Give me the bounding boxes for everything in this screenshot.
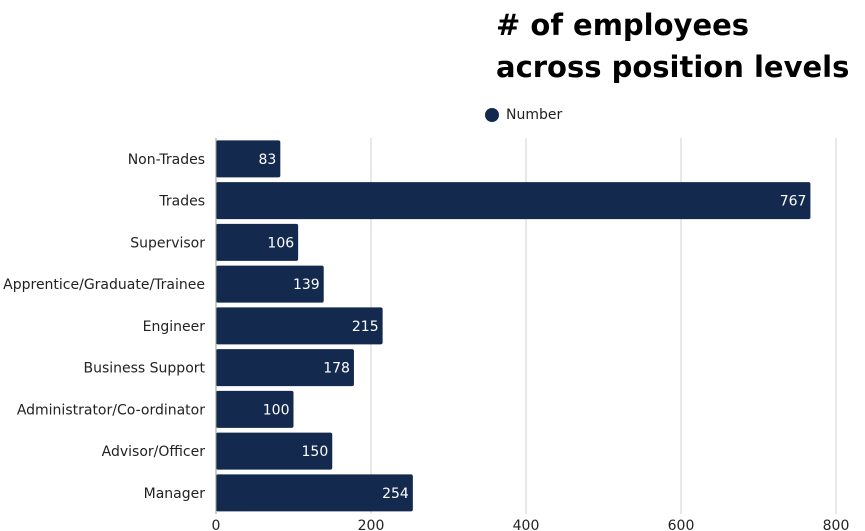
category-label-2: Supervisor xyxy=(130,235,205,251)
category-label-0: Non-Trades xyxy=(128,152,205,168)
value-label-0: 83 xyxy=(258,152,276,168)
bar-5 xyxy=(216,349,354,387)
legend: Number xyxy=(485,105,562,125)
value-label-8: 254 xyxy=(382,486,409,502)
chart-title: # of employees across position levels xyxy=(496,8,850,84)
category-label-7: Advisor/Officer xyxy=(102,444,206,460)
bar-8 xyxy=(216,474,413,512)
x-tick-label-600: 600 xyxy=(668,518,695,531)
x-tick-label-400: 400 xyxy=(513,518,540,531)
category-label-3: Apprentice/Graduate/Trainee xyxy=(3,277,205,293)
bar-2 xyxy=(216,223,299,261)
category-label-5: Business Support xyxy=(83,361,205,377)
category-label-6: Administrator/Co-ordinator xyxy=(17,402,205,418)
bar-6 xyxy=(216,390,294,428)
category-label-1: Trades xyxy=(158,194,205,210)
bar-0 xyxy=(216,140,281,178)
legend-swatch xyxy=(485,108,499,122)
category-label-8: Manager xyxy=(144,486,206,502)
value-label-4: 215 xyxy=(352,319,379,335)
value-label-6: 100 xyxy=(263,402,290,418)
x-tick-label-0: 0 xyxy=(212,518,221,531)
legend-label: Number xyxy=(506,107,563,123)
x-tick-label-200: 200 xyxy=(358,518,385,531)
value-label-2: 106 xyxy=(267,235,294,251)
bar-1 xyxy=(216,182,811,220)
value-label-7: 150 xyxy=(302,444,329,460)
bar-3 xyxy=(216,265,324,303)
bar-4 xyxy=(216,307,383,345)
bar-7 xyxy=(216,432,333,470)
value-label-5: 178 xyxy=(323,361,350,377)
x-tick-label-800: 800 xyxy=(823,518,850,531)
value-label-1: 767 xyxy=(780,194,807,210)
value-label-3: 139 xyxy=(293,277,320,293)
category-label-4: Engineer xyxy=(143,319,206,335)
